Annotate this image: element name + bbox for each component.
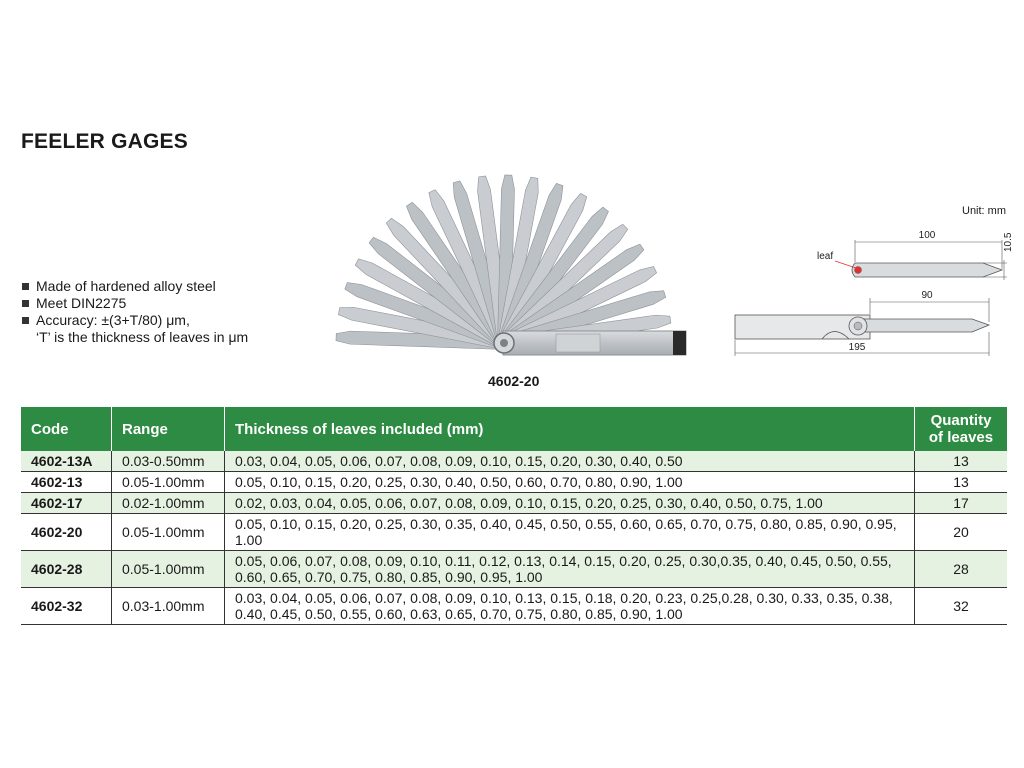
- feature-text: Accuracy: ±(3+T/80) μm,: [36, 312, 190, 328]
- cell-range: 0.03-1.00mm: [111, 587, 225, 625]
- cell-thickness: 0.03, 0.04, 0.05, 0.06, 0.07, 0.08, 0.09…: [224, 451, 915, 472]
- dim-90-label: 90: [921, 290, 933, 301]
- product-caption: 4602-20: [488, 373, 540, 389]
- table-row: 4602-32 0.03-1.00mm 0.03, 0.04, 0.05, 0.…: [21, 587, 1007, 625]
- cell-code: 4602-20: [21, 513, 112, 551]
- cell-range: 0.02-1.00mm: [111, 492, 225, 514]
- cell-quantity: 32: [914, 587, 1007, 625]
- cell-quantity: 28: [914, 550, 1007, 588]
- feature-item: Meet DIN2275: [22, 295, 248, 312]
- cell-quantity: 20: [914, 513, 1007, 551]
- col-header-quantity: Quantity of leaves: [914, 407, 1007, 451]
- cell-range: 0.03-0.50mm: [111, 451, 225, 472]
- holder-label-plate: [555, 333, 601, 353]
- table-row: 4602-20 0.05-1.00mm 0.05, 0.10, 0.15, 0.…: [21, 513, 1007, 551]
- leaf-hole-icon: [854, 266, 862, 274]
- cell-code: 4602-13: [21, 471, 112, 493]
- col-header-range: Range: [111, 407, 225, 451]
- cell-range: 0.05-1.00mm: [111, 513, 225, 551]
- cell-quantity: 17: [914, 492, 1007, 514]
- spec-table: Code Range Thickness of leaves included …: [21, 407, 1007, 625]
- dim-100-label: 100: [919, 230, 936, 241]
- cell-range: 0.05-1.00mm: [111, 550, 225, 588]
- dimension-drawing: 100 10.5 leaf 90 195: [734, 230, 1014, 356]
- table-row: 4602-13A 0.03-0.50mm 0.03, 0.04, 0.05, 0…: [21, 451, 1007, 472]
- cell-code: 4602-32: [21, 587, 112, 625]
- table-header-row: Code Range Thickness of leaves included …: [21, 407, 1007, 451]
- leaf-outline: [851, 262, 1004, 278]
- cell-range: 0.05-1.00mm: [111, 471, 225, 493]
- col-header-code: Code: [21, 407, 112, 451]
- cell-quantity: 13: [914, 471, 1007, 493]
- dim-195-label: 195: [849, 342, 866, 353]
- feature-list: Made of hardened alloy steel Meet DIN227…: [22, 278, 248, 346]
- table-row: 4602-17 0.02-1.00mm 0.02, 0.03, 0.04, 0.…: [21, 492, 1007, 514]
- feature-text: Meet DIN2275: [36, 295, 127, 311]
- cell-thickness: 0.05, 0.06, 0.07, 0.08, 0.09, 0.10, 0.11…: [224, 550, 915, 588]
- dim-10-5-label: 10.5: [1003, 232, 1014, 252]
- feature-item: Made of hardened alloy steel: [22, 278, 248, 295]
- col-header-thickness: Thickness of leaves included (mm): [224, 407, 915, 451]
- bullet-icon: [22, 300, 29, 307]
- leaf-label: leaf: [817, 251, 833, 262]
- table-row: 4602-13 0.05-1.00mm 0.05, 0.10, 0.15, 0.…: [21, 471, 1007, 493]
- bullet-icon: [22, 317, 29, 324]
- feeler-gage-product-image: [335, 174, 687, 356]
- gage-leaves: [335, 174, 672, 350]
- cell-thickness: 0.02, 0.03, 0.04, 0.05, 0.06, 0.07, 0.08…: [224, 492, 915, 514]
- feature-text: ‘T’ is the thickness of leaves in μm: [36, 329, 249, 345]
- holder-end: [673, 331, 686, 355]
- feature-text: Made of hardened alloy steel: [36, 278, 216, 294]
- cell-quantity: 13: [914, 451, 1007, 472]
- feature-item: Accuracy: ±(3+T/80) μm,: [22, 312, 248, 329]
- cell-code: 4602-17: [21, 492, 112, 514]
- blade-outline: [854, 318, 991, 333]
- feature-item-continuation: ‘T’ is the thickness of leaves in μm: [22, 329, 248, 346]
- cell-code: 4602-13A: [21, 451, 112, 472]
- cell-thickness: 0.03, 0.04, 0.05, 0.06, 0.07, 0.08, 0.09…: [224, 587, 915, 625]
- cell-thickness: 0.05, 0.10, 0.15, 0.20, 0.25, 0.30, 0.40…: [224, 471, 915, 493]
- page-title: FEELER GAGES: [21, 130, 188, 153]
- cell-thickness: 0.05, 0.10, 0.15, 0.20, 0.25, 0.30, 0.35…: [224, 513, 915, 551]
- bullet-icon: [22, 283, 29, 290]
- cell-code: 4602-28: [21, 550, 112, 588]
- table-row: 4602-28 0.05-1.00mm 0.05, 0.06, 0.07, 0.…: [21, 550, 1007, 588]
- unit-label: Unit: mm: [962, 205, 1006, 217]
